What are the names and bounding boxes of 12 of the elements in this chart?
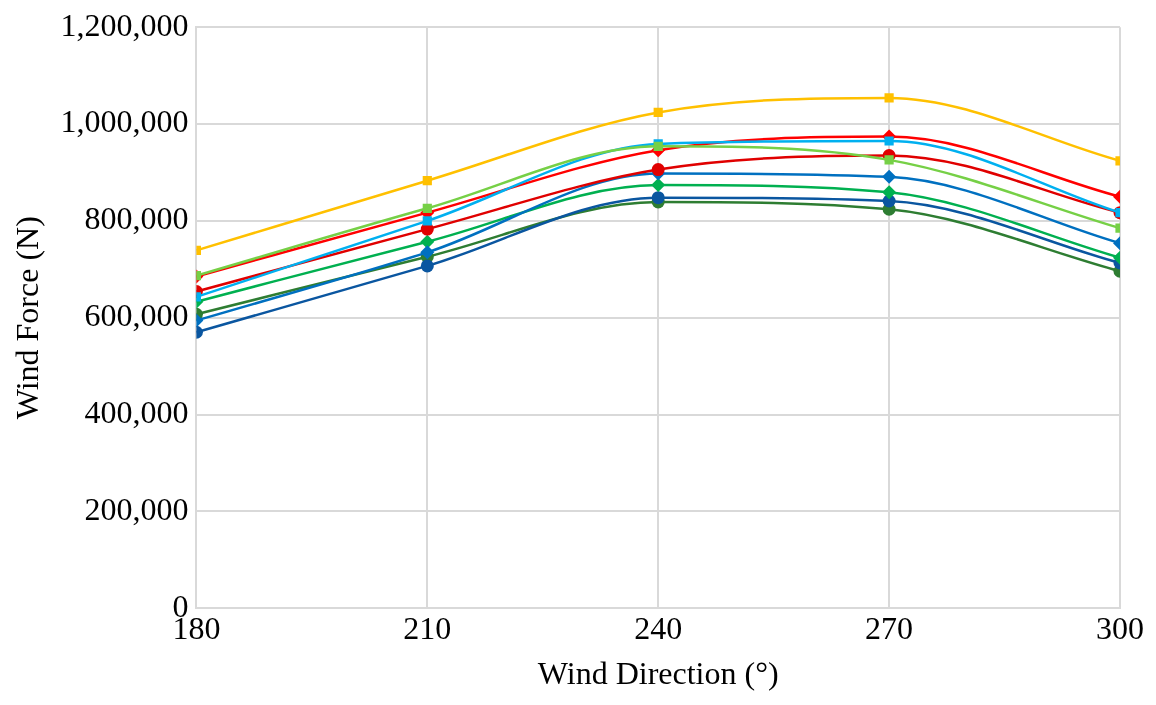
x-tick-label: 210 — [403, 609, 452, 646]
x-tick-label: 300 — [1096, 609, 1144, 646]
y-tick-label: 600,000 — [84, 297, 189, 334]
x-tick-label: 270 — [865, 609, 914, 646]
y-tick-label: 400,000 — [84, 393, 189, 430]
y-tick-label: 1,000,000 — [60, 103, 189, 140]
x-axis-title: Wind Direction (°) — [537, 655, 779, 692]
y-tick-label: 1,200,000 — [60, 6, 189, 43]
x-tick-label: 240 — [634, 609, 683, 646]
y-tick-label: 800,000 — [84, 200, 189, 237]
y-axis-title: Wind Force (N) — [8, 216, 45, 420]
y-tick-label: 200,000 — [84, 490, 189, 527]
